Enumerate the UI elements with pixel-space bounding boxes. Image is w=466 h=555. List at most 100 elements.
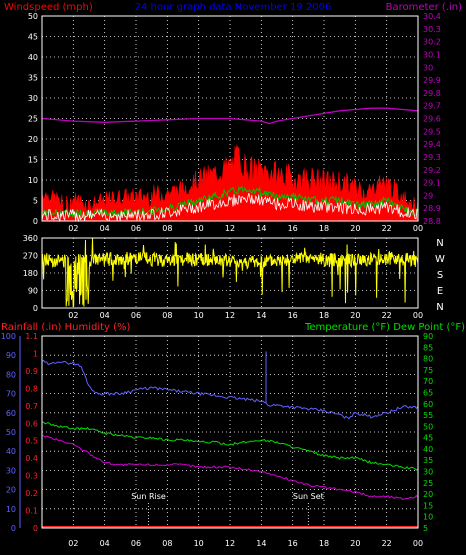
temperature-tick-label: 70: [423, 377, 433, 386]
y-tick-label: 35: [28, 74, 38, 83]
temperature-tick-label: 65: [423, 388, 433, 397]
temperature-tick-label: 30: [423, 468, 433, 477]
x-tick-label: 22: [382, 224, 392, 233]
humidity-line: [41, 359, 419, 420]
temperature-tick-label: 20: [423, 490, 433, 499]
x-tick-label: 12: [225, 311, 235, 320]
barometer-tick-label: 29: [423, 191, 433, 200]
x-tick-label: 06: [131, 224, 141, 233]
direction-series: [41, 238, 419, 308]
y-tick-label: 0: [33, 217, 38, 226]
barometer-tick-label: 30: [423, 63, 433, 72]
x-tick-label: 14: [256, 224, 266, 233]
barometer-tick-label: 29.8: [423, 89, 441, 98]
barometer-axis-label: Barometer (.in): [386, 2, 462, 13]
x-tick-label: 08: [162, 224, 172, 233]
x-tick-label: 16: [288, 311, 298, 320]
direction-x-ticks: 02 04 06 08 10 12 14 16 18 20 22 00: [68, 311, 423, 320]
y-tick-label: 50: [28, 12, 38, 21]
temperature-y-ticks: 5 10 15 20 25 30 35 40 45 50 55 60 65 70 75 80 85 90: [423, 332, 433, 533]
climate-plot-frame: [41, 335, 419, 529]
y-tick-label: 360: [23, 234, 38, 243]
y-tick-label: 0: [33, 304, 38, 313]
sun-annotation-label: Sun Rise: [131, 492, 166, 501]
y-tick-label: 10: [28, 176, 38, 185]
barometer-tick-label: 28.9: [423, 204, 441, 213]
temperature-tick-label: 40: [423, 445, 433, 454]
temperature-tick-label: 80: [423, 355, 433, 364]
barometer-tick-label: 29.9: [423, 76, 441, 85]
wind-plot-frame: [41, 15, 419, 222]
temperature-tick-label: 15: [423, 501, 433, 510]
compass-label: W: [435, 254, 445, 265]
barometer-line: [41, 107, 419, 125]
rain-tick-label: 0.2: [25, 489, 38, 498]
rainfall-y-ticks: 0 0.1 0.2 0.3 0.4 0.5 0.6 0.7 0.8 0.9 1 1.1: [25, 332, 38, 533]
humidity-tick-label: 10: [6, 505, 16, 514]
rain-tick-label: 0.4: [25, 454, 38, 463]
dew-point-line: [41, 434, 419, 500]
humidity-tick-label: 100: [1, 332, 16, 341]
y-tick-label: 25: [28, 115, 38, 124]
windspeed-axis-label: Windspeed (mph): [4, 2, 93, 13]
rain-tick-label: 0: [33, 524, 38, 533]
x-tick-label: 04: [100, 311, 110, 320]
temperature-tick-label: 35: [423, 456, 433, 465]
x-tick-label: 16: [288, 539, 298, 548]
x-tick-label: 02: [68, 311, 78, 320]
x-tick-label: 22: [382, 539, 392, 548]
temperature-tick-label: 10: [423, 513, 433, 522]
y-tick-label: 40: [28, 53, 38, 62]
humidity-tick-label: 30: [6, 466, 16, 475]
wind-low-line: [41, 192, 419, 223]
x-tick-label: 20: [350, 539, 360, 548]
x-tick-label: 04: [100, 539, 110, 548]
x-tick-label: 10: [194, 224, 204, 233]
humidity-tick-label: 60: [6, 409, 16, 418]
x-tick-label: 14: [256, 311, 266, 320]
sun-annotations: Sun Rise Sun Set: [131, 492, 324, 528]
barometer-tick-label: 29.4: [423, 140, 441, 149]
rain-tick-label: 0.6: [25, 419, 38, 428]
temperature-tick-label: 50: [423, 422, 433, 431]
temperature-axis-label: Temperature (°F) Dew Point (°F): [304, 322, 465, 333]
temperature-tick-label: 45: [423, 434, 433, 443]
wind-series: [41, 107, 419, 223]
barometer-tick-label: 30.3: [423, 25, 441, 34]
temperature-tick-label: 55: [423, 411, 433, 420]
sun-annotation-label: Sun Set: [293, 492, 324, 501]
barometer-tick-label: 29.6: [423, 115, 441, 124]
chart-title: 24 hour graph data November 19 2006: [135, 2, 332, 13]
direction-plot-frame: [41, 237, 419, 309]
x-tick-label: 12: [225, 224, 235, 233]
barometer-y-ticks: 28.8 28.9 29 29.1 29.2 29.3 29.4 29.5 29.6 29.7 29…: [423, 12, 441, 226]
temperature-tick-label: 90: [423, 332, 433, 341]
temperature-tick-label: 75: [423, 366, 433, 375]
y-tick-label: 90: [28, 287, 38, 296]
x-tick-label: 00: [413, 539, 423, 548]
rain-tick-label: 0.1: [25, 507, 38, 516]
climate-series: [41, 351, 419, 528]
climate-grid: [42, 336, 419, 528]
barometer-tick-label: 29.5: [423, 127, 441, 136]
x-tick-label: 00: [413, 224, 423, 233]
y-tick-label: 45: [28, 33, 38, 42]
rain-tick-label: 0.8: [25, 384, 38, 393]
humidity-y-ticks: 0 10 20 30 40 50 60 70 80 90 100: [1, 332, 21, 533]
barometer-tick-label: 29.2: [423, 166, 441, 175]
wind-direction-line: [41, 238, 419, 308]
compass-label: N: [436, 238, 443, 249]
y-tick-label: 15: [28, 156, 38, 165]
x-tick-label: 04: [100, 224, 110, 233]
rainfall-axis-label: Rainfall (.in) Humidity (%): [1, 322, 131, 333]
barometer-tick-label: 29.1: [423, 179, 441, 188]
y-tick-label: 180: [23, 269, 38, 278]
y-tick-label: 30: [28, 94, 38, 103]
y-tick-label: 5: [33, 197, 38, 206]
wind-y-ticks: 0 5 10 15 20 25 30 35 40 45 50: [28, 12, 38, 226]
humidity-tick-label: 70: [6, 390, 16, 399]
rain-tick-label: 0.7: [25, 402, 38, 411]
